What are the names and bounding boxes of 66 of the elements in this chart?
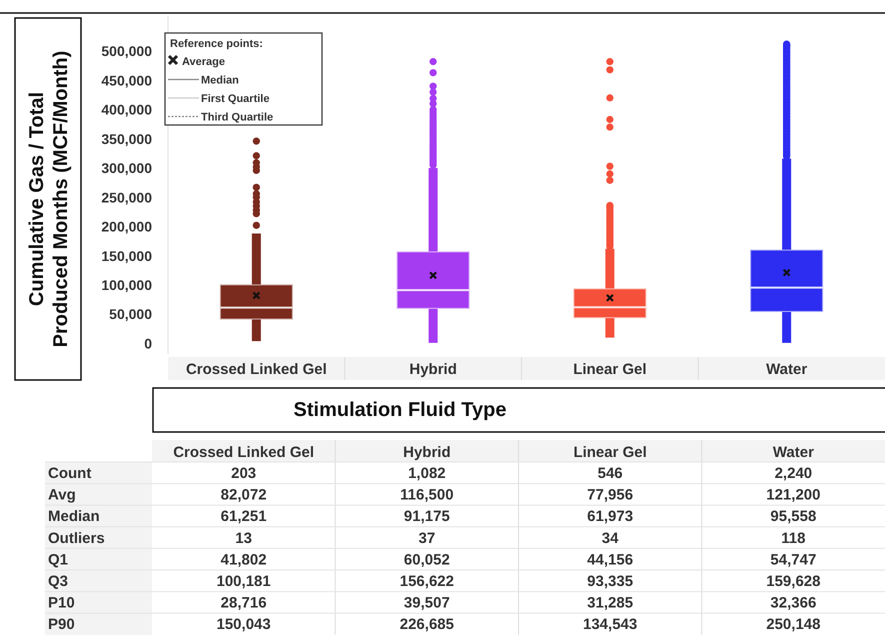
y-axis-title: Cumulative Gas / Total Produced Months (MCF/Month) xyxy=(26,50,72,348)
text: 39,507 xyxy=(404,594,450,612)
text: 2,240 xyxy=(774,465,812,482)
text: 134,543 xyxy=(583,616,638,634)
category-label: Crossed Linked Gel xyxy=(173,444,314,461)
text: 61,973 xyxy=(587,508,634,526)
x-tick-label: Crossed Linked Gel xyxy=(186,361,327,378)
category-label: Avg xyxy=(48,486,76,504)
text: 82,072 xyxy=(220,486,267,504)
x-tick-label: Linear Gel xyxy=(573,361,647,378)
text: 93,335 xyxy=(587,573,634,590)
text: 41,802 xyxy=(220,551,267,568)
category-label: Q3 xyxy=(48,573,68,590)
text: 60,052 xyxy=(404,551,450,568)
annotation: Third Quartile xyxy=(201,112,274,124)
text: 156,622 xyxy=(400,573,454,590)
legend-title: Reference points: xyxy=(170,38,263,50)
text: 13 xyxy=(235,530,252,547)
category-label: Hybrid xyxy=(403,444,451,461)
text: 34 xyxy=(602,530,618,547)
y-tick-label: 300,000 xyxy=(101,160,152,176)
text: 37 xyxy=(418,530,436,547)
annotation: Average xyxy=(182,56,226,68)
y-tick-label: 350,000 xyxy=(101,130,152,147)
text: 118 xyxy=(781,530,806,547)
y-tick-label: 400,000 xyxy=(101,102,152,118)
text: 159,628 xyxy=(766,573,820,590)
y-tick-label: 450,000 xyxy=(101,72,152,88)
text: 32,366 xyxy=(770,594,816,612)
y-tick-label: 150,000 xyxy=(101,248,152,264)
y-tick-label: 200,000 xyxy=(101,218,152,235)
text: 54,747 xyxy=(770,551,816,568)
text: 77,956 xyxy=(587,486,634,504)
category-label: Q1 xyxy=(48,551,68,568)
text: 150,043 xyxy=(216,616,271,634)
y-tick-label: 100,000 xyxy=(101,276,152,293)
category-label: Linear Gel xyxy=(573,444,647,461)
text: 226,685 xyxy=(400,616,454,634)
text: 546 xyxy=(598,465,623,482)
category-label: Count xyxy=(48,465,92,482)
text: 121,200 xyxy=(766,486,820,504)
y-tick-label: 50,000 xyxy=(109,306,152,322)
text: 28,716 xyxy=(220,594,267,612)
text: 1,082 xyxy=(408,465,446,482)
text: 44,156 xyxy=(587,551,634,568)
y-tick-label: 500,000 xyxy=(101,43,152,60)
y-tick-label: 250,000 xyxy=(101,189,152,206)
category-label: Median xyxy=(48,508,100,526)
text: 61,251 xyxy=(220,508,267,526)
y-tick-label: 0 xyxy=(144,335,152,352)
text: 203 xyxy=(231,465,256,482)
text: 31,285 xyxy=(587,594,634,612)
text: 116,500 xyxy=(400,486,454,504)
x-tick-label: Hybrid xyxy=(409,361,457,378)
x-tick-label: Water xyxy=(766,361,808,378)
category-label: Water xyxy=(772,444,814,461)
category-label: Outliers xyxy=(48,530,105,547)
text: 95,558 xyxy=(770,508,816,526)
annotation: First Quartile xyxy=(201,93,270,105)
category-label: P10 xyxy=(48,594,75,612)
annotation: Median xyxy=(201,74,240,86)
text: 100,181 xyxy=(216,573,271,590)
text: 250,148 xyxy=(766,616,820,634)
text: 91,175 xyxy=(404,508,450,526)
x-axis-title: Stimulation Fluid Type xyxy=(294,399,506,421)
category-label: P90 xyxy=(48,616,75,634)
